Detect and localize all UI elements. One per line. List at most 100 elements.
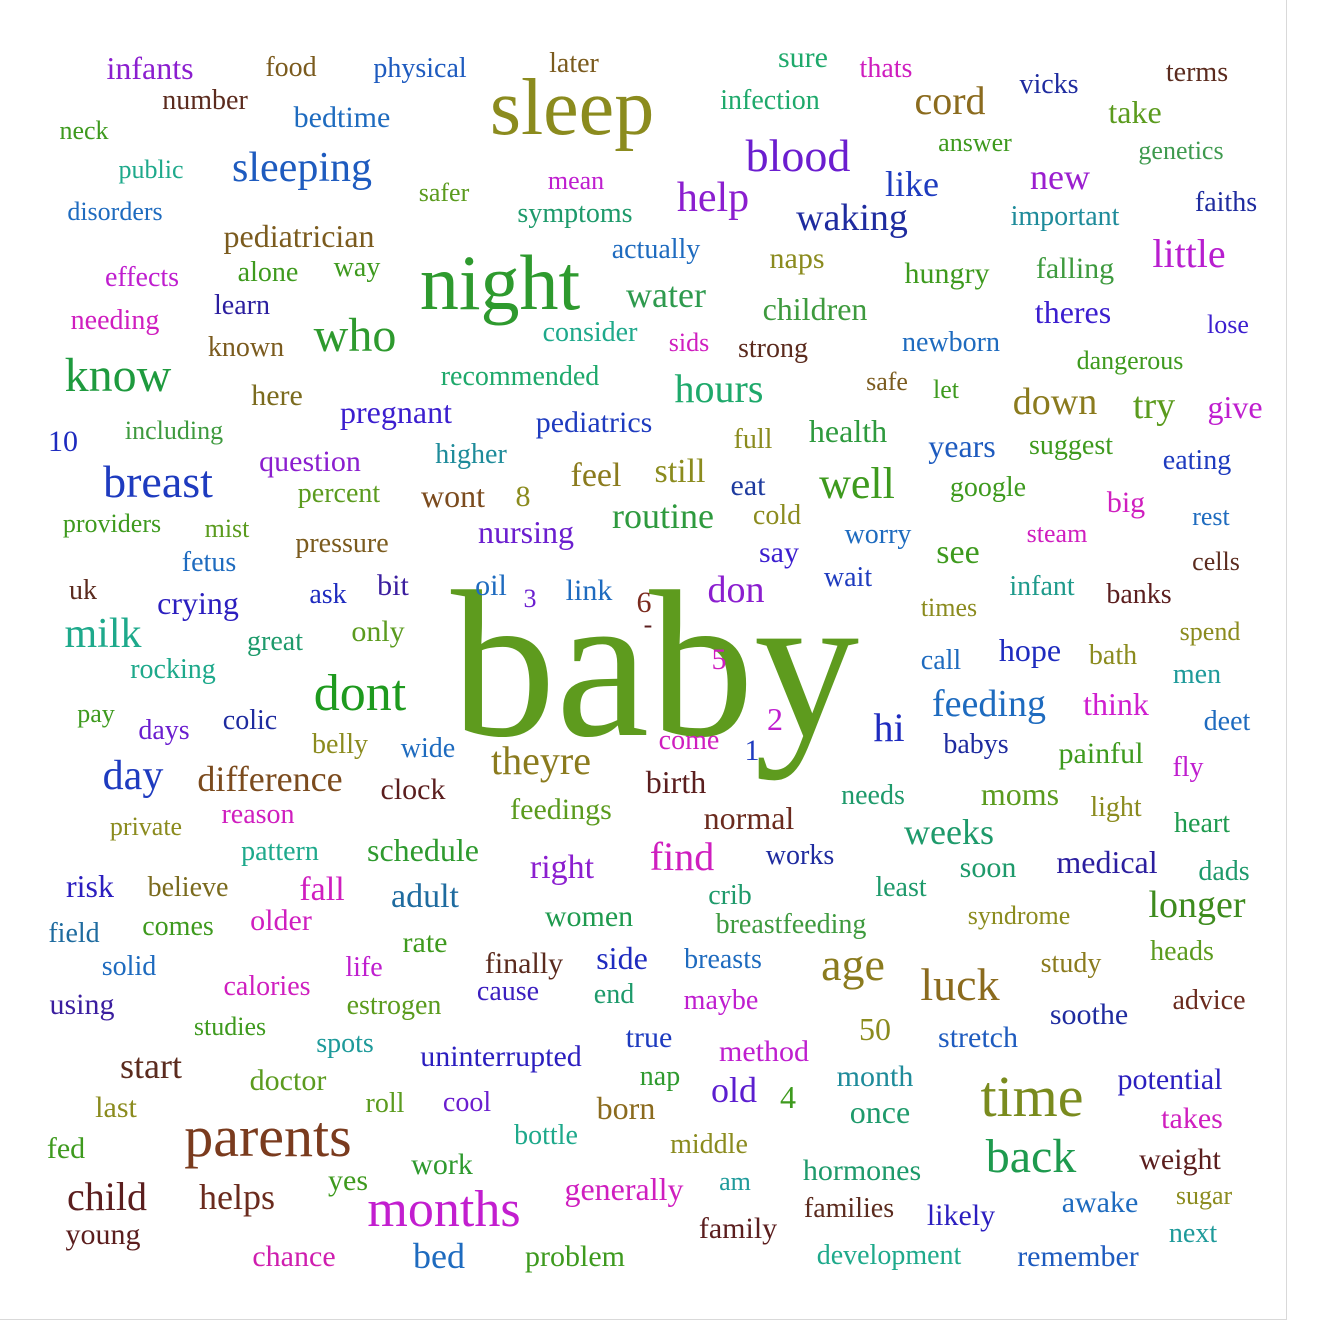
- word-helps: helps: [199, 1177, 275, 1217]
- word-suggest: suggest: [1029, 430, 1113, 461]
- word-end: end: [593, 979, 635, 1010]
- word-development: development: [816, 1240, 962, 1271]
- word-only: only: [351, 615, 405, 648]
- word-still: still: [654, 453, 706, 490]
- word-link: link: [565, 574, 613, 607]
- word-dangerous: dangerous: [1076, 346, 1184, 375]
- word-women: women: [544, 900, 634, 933]
- word-later: later: [549, 48, 599, 79]
- word-takes: takes: [1161, 1102, 1223, 1135]
- word-say: say: [759, 536, 799, 569]
- word-10: 10: [48, 425, 78, 458]
- word-think: think: [1083, 686, 1149, 722]
- word-great: great: [247, 626, 303, 657]
- word-infection: infection: [720, 85, 820, 116]
- word-wont: wont: [421, 478, 485, 514]
- word-feedings: feedings: [510, 793, 612, 826]
- word-known: known: [207, 332, 285, 363]
- word-remember: remember: [1017, 1240, 1139, 1273]
- word-wide: wide: [400, 733, 456, 764]
- word-providers: providers: [62, 509, 162, 538]
- word-google: google: [949, 472, 1027, 503]
- word-blood: blood: [745, 130, 851, 181]
- word-help: help: [676, 175, 750, 221]
- word-lose: lose: [1207, 310, 1249, 339]
- word-hi: hi: [873, 705, 905, 750]
- word-feel: feel: [570, 457, 622, 494]
- word-know: know: [64, 349, 172, 402]
- word-try: try: [1132, 385, 1176, 427]
- word-birth: birth: [645, 764, 707, 800]
- word-month: month: [836, 1060, 914, 1093]
- word-day: day: [102, 753, 164, 799]
- word-chance: chance: [252, 1240, 336, 1273]
- word-weeks: weeks: [904, 812, 994, 852]
- word-finally: finally: [484, 947, 564, 980]
- word-physical: physical: [373, 53, 467, 84]
- word-safer: safer: [418, 178, 470, 207]
- word-ask: ask: [309, 579, 347, 610]
- word-bed: bed: [413, 1236, 465, 1276]
- word-falling: falling: [1035, 252, 1115, 285]
- word-reason: reason: [221, 799, 295, 830]
- word-spend: spend: [1179, 617, 1241, 646]
- word-am: am: [719, 1167, 751, 1196]
- word-dads: dads: [1198, 856, 1250, 887]
- word-little: little: [1152, 231, 1226, 276]
- word-milk: milk: [64, 611, 142, 657]
- word-side: side: [596, 940, 648, 976]
- word-colic: colic: [222, 705, 278, 736]
- word-solid: solid: [101, 951, 157, 982]
- word-clock: clock: [380, 773, 446, 806]
- word-faiths: faiths: [1194, 187, 1258, 218]
- word-rocking: rocking: [130, 654, 216, 685]
- word-don: don: [707, 569, 765, 611]
- word-crib: crib: [708, 880, 752, 911]
- word-sids: sids: [668, 328, 710, 357]
- word-believe: believe: [147, 872, 229, 903]
- word-dont: dont: [313, 665, 407, 722]
- word-percent: percent: [297, 478, 381, 509]
- word-needing: needing: [70, 305, 160, 336]
- word-public: public: [118, 155, 184, 184]
- word-rest: rest: [1192, 502, 1230, 531]
- word-next: next: [1168, 1218, 1218, 1249]
- word-fall: fall: [299, 871, 345, 908]
- word-calories: calories: [223, 971, 311, 1002]
- word-eat: eat: [730, 469, 766, 502]
- word-come: come: [658, 725, 720, 756]
- word-full: full: [733, 424, 773, 455]
- word-yes: yes: [328, 1164, 368, 1197]
- word-cloud: baby night sleep parents time months dont back k…: [47, 43, 1263, 1276]
- word-least: least: [875, 872, 927, 903]
- word-cool: cool: [442, 1087, 492, 1118]
- word-big: big: [1106, 486, 1146, 519]
- word-vicks: vicks: [1019, 69, 1079, 100]
- word-belly: belly: [312, 729, 368, 760]
- word-6: 6: [636, 586, 652, 619]
- word-back: back: [985, 1130, 1077, 1183]
- word-steam: steam: [1026, 519, 1088, 548]
- word-newborn: newborn: [902, 327, 1000, 358]
- word-pay: pay: [77, 699, 115, 728]
- word-cells: cells: [1192, 547, 1240, 576]
- word-consider: consider: [542, 317, 638, 348]
- word-middle: middle: [670, 1129, 748, 1160]
- word-likely: likely: [926, 1199, 996, 1232]
- word-like: like: [885, 164, 939, 204]
- word-wait: wait: [823, 562, 873, 593]
- word-food: food: [265, 52, 317, 83]
- word-last: last: [95, 1091, 137, 1124]
- word-disorders: disorders: [67, 197, 163, 226]
- word-bit: bit: [377, 569, 409, 602]
- word-hungry: hungry: [904, 257, 990, 290]
- word-infant: infant: [1009, 571, 1075, 602]
- word-years: years: [928, 428, 996, 464]
- word-cord: cord: [914, 78, 986, 123]
- word-well: well: [819, 459, 895, 508]
- word-safe: safe: [866, 367, 908, 396]
- word-right: right: [529, 849, 595, 886]
- word-see: see: [936, 534, 980, 571]
- word-nap: nap: [639, 1061, 681, 1092]
- word-health: health: [808, 413, 888, 449]
